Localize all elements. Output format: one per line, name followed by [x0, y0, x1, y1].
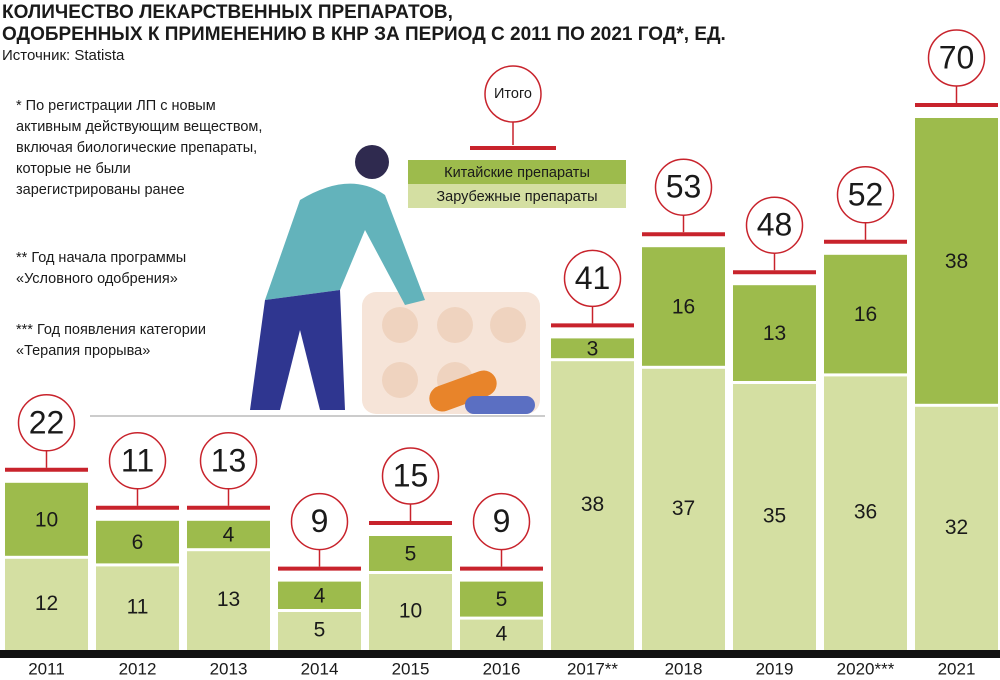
bar-segment — [369, 536, 452, 571]
total-circle — [745, 196, 804, 254]
total-label: 15 — [393, 457, 429, 493]
bar-segment — [96, 566, 179, 650]
total-label: 53 — [666, 169, 702, 205]
legend: Итого Китайские препараты Зарубежные пре… — [408, 65, 626, 208]
total-label: 13 — [211, 442, 247, 478]
bar-segment — [96, 520, 179, 564]
total-label: 52 — [848, 176, 884, 212]
legend-label: Китайские препараты — [444, 165, 590, 181]
bar-segment — [5, 482, 88, 556]
x-tick-label: 2016 — [483, 659, 521, 678]
bar-segment — [187, 520, 270, 549]
x-tick-label: 2012 — [119, 659, 157, 678]
data-label: 5 — [314, 619, 326, 642]
total-circle — [108, 432, 167, 490]
data-label: 10 — [399, 600, 422, 623]
total-label: 11 — [121, 442, 154, 478]
bar-segment — [460, 581, 543, 617]
bar-segment — [824, 376, 907, 650]
footnote: «Условного одобрения» — [16, 271, 178, 287]
data-label: 4 — [223, 524, 235, 547]
x-tick-label: 2018 — [665, 659, 703, 678]
data-label: 5 — [496, 588, 508, 611]
x-tick-label: 2021 — [938, 659, 976, 678]
x-tick-label: 2013 — [210, 659, 248, 678]
total-circle — [927, 29, 986, 87]
bar-segment — [460, 619, 543, 650]
total-label: 48 — [757, 207, 793, 243]
x-tick-label: 2011 — [28, 659, 65, 678]
data-label: 37 — [672, 497, 695, 520]
bar-segment — [642, 368, 725, 650]
bar-segment — [551, 361, 634, 650]
bar-segment — [824, 254, 907, 374]
footnote: * По регистрации ЛП с новым — [16, 98, 216, 114]
footnote: *** Год появления категории — [16, 322, 206, 338]
bar-segment — [187, 551, 270, 650]
bar-segment — [5, 558, 88, 650]
data-label: 13 — [763, 322, 786, 345]
bar-segment — [369, 574, 452, 650]
total-label: 70 — [939, 39, 975, 75]
bar-segment — [733, 384, 816, 650]
bar-segment — [915, 406, 998, 650]
total-label: 9 — [493, 503, 511, 539]
chart-title: КОЛИЧЕСТВО ЛЕКАРСТВЕННЫХ ПРЕПАРАТОВ, — [2, 2, 453, 23]
x-tick-label: 2015 — [392, 659, 430, 678]
data-label: 12 — [35, 592, 58, 615]
total-label: 9 — [311, 503, 329, 539]
total-circle — [563, 249, 622, 308]
x-tick-label: 2019 — [756, 659, 794, 678]
data-label: 3 — [587, 337, 599, 360]
bar-segment — [642, 247, 725, 366]
total-circle — [290, 492, 349, 551]
data-label: 32 — [945, 516, 968, 539]
data-label: 16 — [854, 303, 877, 326]
x-tick-label: 2020*** — [837, 659, 895, 678]
data-label: 4 — [314, 584, 326, 607]
bar-segment — [278, 612, 361, 650]
data-label: 10 — [35, 508, 58, 531]
legend-swatch — [408, 160, 626, 184]
legend-total: Итого — [494, 86, 532, 102]
total-label: 41 — [575, 260, 611, 296]
bar-segment — [551, 338, 634, 359]
total-circle — [472, 492, 531, 551]
legend-swatch — [408, 184, 626, 208]
data-label: 35 — [763, 505, 786, 528]
total-circle — [199, 432, 258, 490]
x-tick-label: 2017** — [567, 659, 618, 678]
footnote: «Терапия прорыва» — [16, 343, 150, 359]
x-tick-label: 2014 — [301, 659, 339, 678]
bar-segment — [733, 285, 816, 381]
baseline — [0, 650, 1000, 658]
total-circle — [17, 394, 76, 452]
footnote: зарегистрированы ранее — [16, 182, 185, 198]
footnote: активным действующим веществом, — [16, 119, 262, 135]
data-label: 16 — [672, 296, 695, 319]
total-label: 22 — [29, 404, 65, 440]
data-label: 4 — [496, 622, 508, 645]
data-label: 13 — [217, 588, 240, 611]
footnote: ** Год начала программы — [16, 250, 186, 266]
data-label: 38 — [581, 493, 604, 516]
footnote: которые не были — [16, 161, 131, 177]
source: Источник: Statista — [2, 47, 125, 64]
footnote: включая биологические препараты, — [16, 140, 257, 156]
data-label: 6 — [132, 531, 144, 554]
total-circle — [654, 158, 713, 216]
data-label: 36 — [854, 501, 877, 524]
total-circle — [381, 447, 440, 505]
data-label: 38 — [945, 250, 968, 273]
illustration — [90, 145, 545, 417]
chart-title: ОДОБРЕННЫХ К ПРИМЕНЕНИЮ В КНР ЗА ПЕРИОД … — [2, 24, 726, 45]
data-label: 11 — [127, 596, 149, 619]
total-circle — [836, 166, 895, 224]
bar-segment — [915, 118, 998, 404]
bar-segment — [278, 581, 361, 609]
data-label: 5 — [405, 543, 417, 566]
legend-label: Зарубежные препараты — [436, 189, 597, 205]
